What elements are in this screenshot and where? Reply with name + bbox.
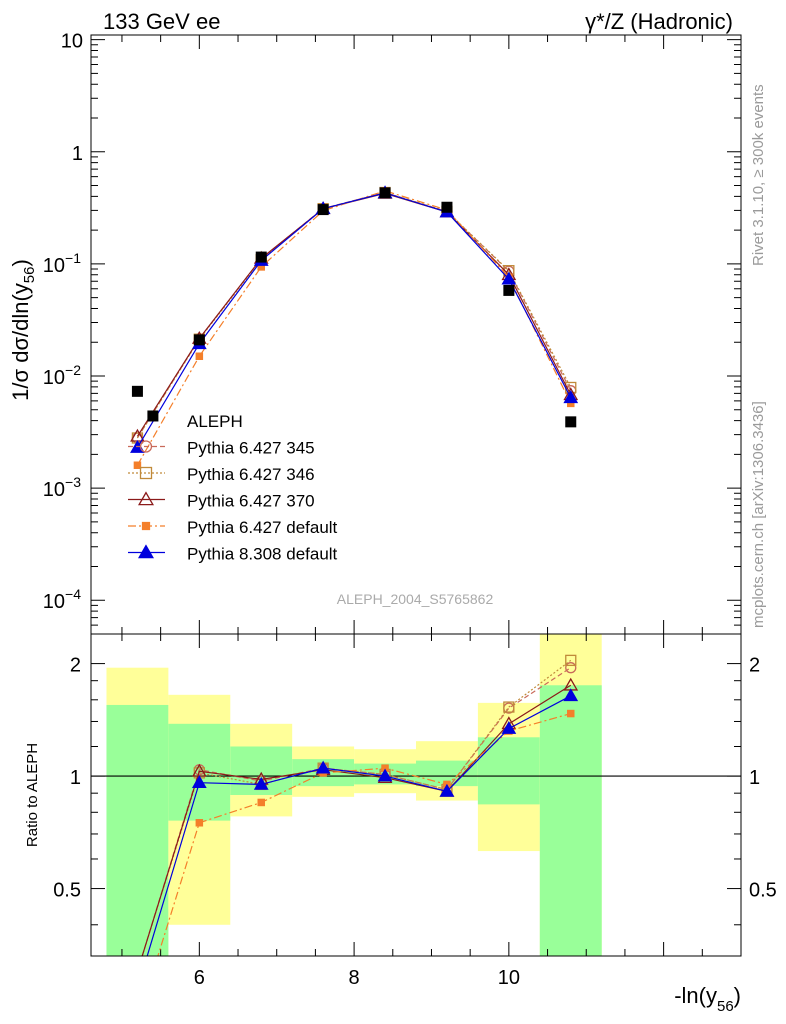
tick-base: 10 — [43, 591, 65, 613]
main-series-line — [136, 191, 572, 439]
legend-label: Pythia 6.427 345 — [187, 439, 315, 458]
main-series-point — [501, 271, 517, 285]
legend-label: Pythia 8.308 default — [187, 545, 338, 564]
legend-label: Pythia 6.427 346 — [187, 465, 315, 484]
ratio-y-tick-label: 2 — [70, 655, 81, 677]
tick-exponent: −4 — [65, 586, 81, 602]
ratio-series-point — [257, 798, 265, 807]
main-series-point — [195, 352, 204, 361]
header-right-title: γ*/Z (Hadronic) — [585, 9, 733, 34]
ratio-series-point — [501, 721, 517, 734]
main-y-tick-label: 10 — [61, 31, 83, 53]
ratio-series-point — [439, 783, 455, 797]
main-series-line — [136, 190, 572, 466]
ratio-y-tick-label-right: 0.5 — [749, 880, 777, 902]
main-ylabel-suffix: ) — [8, 259, 33, 266]
ratio-series-point — [381, 764, 389, 772]
ratio-y-axis-label: Ratio to ALEPH — [24, 743, 41, 847]
ratio-series-line — [141, 684, 572, 956]
ratio-series-point — [195, 819, 204, 827]
data-point — [317, 204, 329, 216]
uncertainty-band-inner — [106, 704, 169, 956]
main-y-tick-label: 1 — [72, 143, 83, 165]
tick-base: 10 — [43, 255, 65, 277]
header-left-title: 133 GeV ee — [103, 9, 220, 34]
legend-marker — [139, 466, 153, 480]
mcplots-label: mcplots.cern.ch [arXiv:1306.3436] — [750, 401, 767, 628]
ratio-y-tick-label: 1 — [70, 767, 81, 789]
ratio-series-line — [141, 667, 572, 956]
ratio-series-point — [191, 775, 207, 789]
ratio-y-tick-label-right: 2 — [749, 655, 760, 677]
analysis-watermark: ALEPH_2004_S5765862 — [337, 591, 494, 607]
main-series-line — [136, 192, 572, 448]
ratio-series-point — [253, 776, 269, 790]
ratio-series-point — [567, 709, 575, 718]
xlabel-prefix: -ln(y — [674, 983, 717, 1008]
ratio-series-point — [563, 688, 579, 702]
main-series-line — [136, 192, 572, 437]
main-series-point — [257, 263, 265, 271]
tick-exponent: −1 — [65, 250, 81, 266]
data-point — [503, 284, 515, 296]
legend-marker — [138, 544, 154, 559]
ratio-series-point — [565, 654, 577, 667]
main-y-tick-label: 10−3 — [43, 474, 81, 501]
ratio-series-point — [565, 662, 577, 674]
data-point — [147, 410, 159, 422]
legend: ALEPH Pythia 6.427 345 Pythia 6.427 346 Pyt… — [128, 412, 338, 564]
main-series-point — [563, 390, 579, 404]
main-ylabel-prefix: 1/σ dσ/dln(y — [8, 283, 33, 401]
ratio-series-point — [315, 760, 331, 774]
ratio-series-point — [503, 701, 515, 713]
main-series-point — [133, 461, 142, 469]
main-y-axis-label: 1/σ dσ/dln(y56) — [8, 259, 38, 401]
ratio-y-tick-label: 0.5 — [53, 880, 81, 902]
legend-marker — [139, 440, 153, 453]
data-point — [565, 416, 577, 428]
data-point — [255, 251, 267, 263]
tick-base: 10 — [43, 367, 65, 389]
main-y-tick-label: 10−4 — [43, 586, 81, 613]
ratio-panel: 2 2 1 1 0.5 0.5 6 8 10 Ratio to ALEPH -ln(y56) — [24, 633, 777, 1015]
xlabel-sub: 56 — [717, 998, 734, 1015]
legend-label: Pythia 6.427 370 — [187, 492, 315, 511]
x-axis-label: -ln(y56) — [674, 983, 741, 1015]
x-tick-label: 8 — [349, 967, 360, 989]
main-series-point — [567, 399, 575, 408]
main-y-tick-label: 10−1 — [43, 250, 81, 277]
legend-label: Pythia 6.427 default — [187, 518, 338, 537]
legend-marker — [141, 521, 151, 531]
ratio-plot-frame — [90, 633, 742, 957]
data-point — [379, 187, 391, 199]
data-point — [193, 334, 205, 346]
tick-exponent: −3 — [65, 474, 81, 490]
rivet-version-label: Rivet 3.1.10, ≥ 300k events — [750, 84, 767, 266]
tick-exponent: −2 — [65, 362, 81, 378]
tick-base: 10 — [43, 479, 65, 501]
ratio-series-line — [146, 695, 572, 956]
main-series-line — [136, 192, 572, 439]
ratio-series-point — [377, 768, 393, 782]
legend-marker — [138, 491, 154, 506]
ratio-y-tick-label-right: 1 — [749, 767, 760, 789]
x-tick-label: 6 — [194, 967, 205, 989]
uncertainty-band-inner — [539, 685, 602, 956]
main-ylabel-sub: 56 — [21, 266, 38, 283]
ratio-series-line — [157, 712, 571, 956]
legend-label: ALEPH — [187, 412, 243, 431]
data-point — [131, 385, 143, 397]
xlabel-suffix: ) — [734, 983, 741, 1008]
x-tick-label: 10 — [498, 967, 520, 989]
main-y-tick-label: 10−2 — [43, 362, 81, 389]
data-point — [441, 201, 453, 213]
